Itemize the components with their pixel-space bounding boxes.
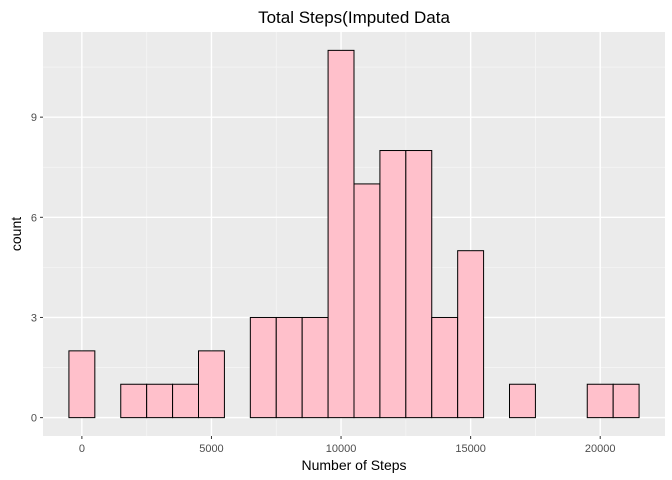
x-tick-label: 10000 <box>326 443 357 455</box>
histogram-bar <box>172 383 199 419</box>
histogram-bar <box>431 316 459 419</box>
histogram-bar <box>353 183 381 419</box>
histogram-bar <box>379 150 407 419</box>
y-tick-label: 3 <box>31 312 37 324</box>
histogram-bar <box>68 350 96 419</box>
histogram-bar <box>457 250 485 419</box>
y-axis-label: count <box>8 217 24 251</box>
y-tick-label: 6 <box>31 212 37 224</box>
histogram-bar <box>612 383 640 419</box>
x-tick-label: 0 <box>79 443 85 455</box>
histogram-bar <box>509 383 536 419</box>
histogram-bar <box>327 49 355 419</box>
x-tick-label: 15000 <box>455 443 486 455</box>
histogram-bar <box>120 383 148 419</box>
histogram-bar <box>301 316 329 419</box>
histogram-bar <box>405 150 433 419</box>
histogram-bars <box>68 49 640 419</box>
y-axis-ticks: 0 3 6 9 <box>31 112 43 425</box>
histogram-bar <box>586 383 614 419</box>
histogram-bar <box>146 383 174 419</box>
y-tick-label: 9 <box>31 112 37 124</box>
x-tick-label: 5000 <box>199 443 223 455</box>
chart-title: Total Steps(Imputed Data <box>258 8 450 27</box>
x-tick-label: 20000 <box>585 443 616 455</box>
x-axis-ticks: 0 5000 10000 15000 20000 <box>79 436 616 455</box>
histogram-bar <box>198 350 225 419</box>
y-tick-label: 0 <box>31 413 37 425</box>
x-axis-label: Number of Steps <box>301 457 406 473</box>
histogram-bar <box>275 316 303 419</box>
histogram-bar <box>249 316 277 419</box>
